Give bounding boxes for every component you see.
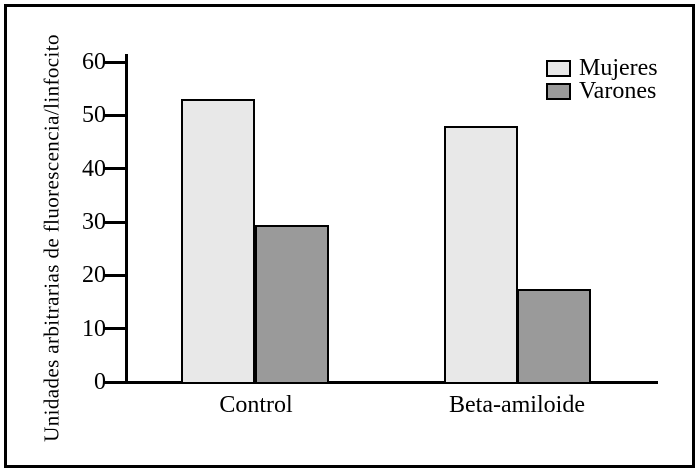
x-category-label-beta-amiloide: Beta-amiloide xyxy=(449,392,585,418)
y-tick-label: 50 xyxy=(82,102,106,129)
y-tick-mark xyxy=(104,167,128,171)
y-tick-mark xyxy=(104,220,128,224)
y-tick-label: 0 xyxy=(94,369,106,395)
bar-varones-beta-amiloide xyxy=(517,288,591,384)
legend-item-varones: Varones xyxy=(546,78,658,104)
y-tick-mark xyxy=(104,380,128,384)
legend-item-mujeres: Mujeres xyxy=(546,55,658,81)
bar-mujeres-control xyxy=(181,99,255,384)
y-tick-mark xyxy=(104,327,128,331)
figure-border xyxy=(4,4,695,468)
bar-varones-control xyxy=(255,224,329,384)
legend: Mujeres Varones xyxy=(546,55,658,104)
legend-label-mujeres: Mujeres xyxy=(579,55,658,81)
y-tick-mark xyxy=(104,60,128,64)
bar-mujeres-beta-amiloide xyxy=(444,126,518,384)
mujeres-swatch-icon xyxy=(546,60,571,77)
y-tick-label: 60 xyxy=(82,49,106,75)
x-category-label-control: Control xyxy=(219,392,293,418)
y-axis-line xyxy=(125,54,128,384)
y-tick-mark xyxy=(104,113,128,117)
varones-swatch-icon xyxy=(546,83,571,100)
y-tick-mark xyxy=(104,273,128,277)
x-axis-line xyxy=(104,381,658,384)
y-tick-label: 40 xyxy=(82,155,106,182)
legend-label-varones: Varones xyxy=(579,78,657,104)
y-tick-label: 10 xyxy=(82,315,106,342)
y-tick-label: 20 xyxy=(82,262,106,289)
y-tick-label: 30 xyxy=(82,209,106,235)
